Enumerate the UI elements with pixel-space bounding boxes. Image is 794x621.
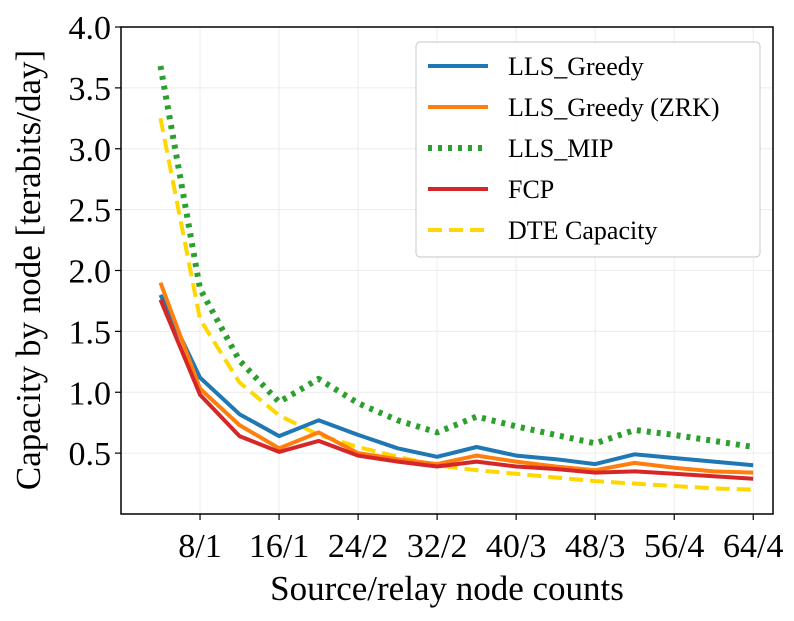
x-tick-label: 8/1 (178, 528, 221, 565)
legend-label: DTE Capacity (508, 216, 657, 245)
legend-label: LLS_Greedy (ZRK) (508, 93, 720, 122)
legend-label: LLS_Greedy (508, 52, 644, 81)
y-tick-label: 3.0 (69, 132, 112, 169)
x-tick-label: 40/3 (486, 528, 546, 565)
legend-label: FCP (508, 175, 554, 204)
series-line-lls-greedy-zrk (158, 282, 754, 475)
series-lines (157, 65, 754, 492)
x-tick-label: 64/4 (723, 528, 783, 565)
y-tick-label: 2.5 (69, 193, 112, 230)
y-tick-label: 1.0 (69, 375, 112, 412)
y-axis-title: Capacity by node [terabits/day] (9, 50, 48, 490)
x-tick-label: 56/4 (644, 528, 704, 565)
legend-label: LLS_MIP (508, 134, 613, 163)
x-tick-label: 24/2 (328, 528, 388, 565)
x-tick-label: 32/2 (407, 528, 467, 565)
x-tick-label: 48/3 (565, 528, 625, 565)
legend-box (415, 41, 761, 258)
series-line-lls-greedy (158, 294, 754, 468)
legend: LLS_Greedy LLS_Greedy (ZRK) LLS_MIP FCP DTE … (415, 41, 761, 258)
series-line-dte-capacity (158, 117, 754, 492)
y-tick-label: 1.5 (69, 314, 112, 351)
y-tick-label: 0.5 (69, 436, 112, 473)
axis-tick-labels: 8/1 16/1 24/2 32/2 40/3 48/3 56/4 64/4 0.5 1.0 1.5… (69, 10, 784, 565)
axis-ticks (115, 26, 754, 520)
series-line-lls-mip (157, 65, 754, 450)
y-tick-label: 4.0 (69, 10, 112, 47)
series-line-fcp (158, 298, 754, 481)
y-tick-label: 3.5 (69, 71, 112, 108)
x-tick-label: 16/1 (249, 528, 309, 565)
y-tick-label: 2.0 (69, 254, 112, 291)
x-axis-title: Source/relay node counts (270, 569, 624, 608)
